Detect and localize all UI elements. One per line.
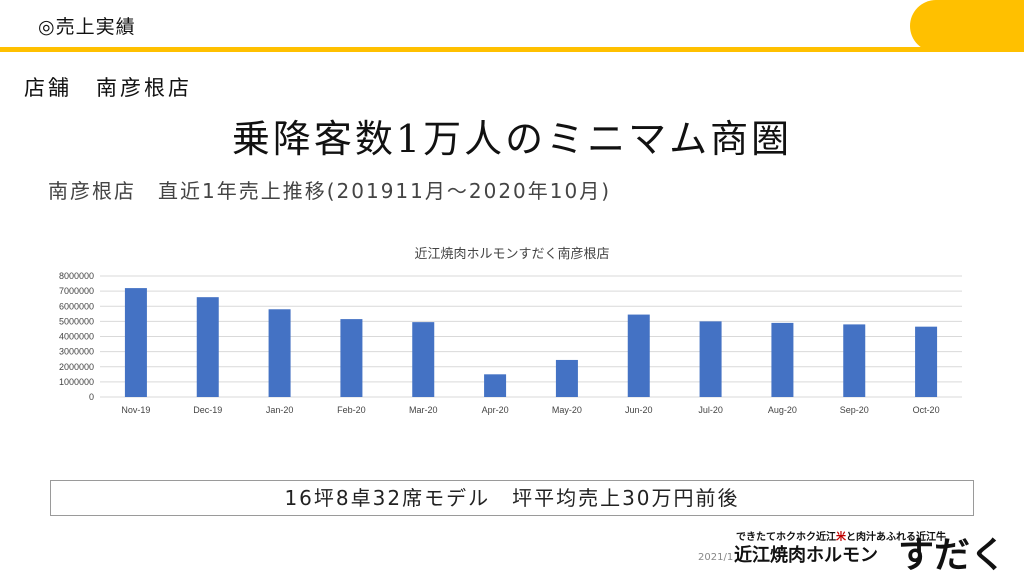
x-tick-label: Oct-20 — [913, 405, 940, 415]
x-tick-label: Dec-19 — [193, 405, 222, 415]
logo-big-text: すだく — [898, 534, 1007, 576]
x-tick-label: Jun-20 — [625, 405, 653, 415]
bar-Dec-19 — [196, 297, 219, 397]
y-tick-label: 3000000 — [59, 347, 94, 357]
bar-Jul-20 — [699, 321, 722, 397]
model-summary-box: 16坪8卓32席モデル 坪平均売上30万円前後 — [50, 480, 974, 516]
bar-Apr-20 — [484, 374, 507, 397]
header-divider — [0, 47, 1024, 52]
bar-Jan-20 — [268, 309, 291, 397]
footer-date: 2021/1 — [698, 552, 734, 563]
y-tick-label: 6000000 — [59, 301, 94, 311]
y-tick-label: 8000000 — [59, 271, 94, 281]
y-tick-label: 2000000 — [59, 362, 94, 372]
x-tick-label: Jul-20 — [698, 405, 723, 415]
y-tick-label: 5000000 — [59, 316, 94, 326]
x-tick-label: Apr-20 — [482, 405, 509, 415]
chart-title: 近江焼肉ホルモンすだく南彦根店 — [414, 246, 609, 261]
x-tick-label: Sep-20 — [840, 405, 869, 415]
y-tick-label: 1000000 — [59, 377, 94, 387]
bar-Sep-20 — [843, 324, 866, 397]
bar-Mar-20 — [412, 322, 435, 397]
bar-May-20 — [555, 359, 578, 397]
x-tick-label: Aug-20 — [768, 405, 797, 415]
sales-bar-chart: 近江焼肉ホルモンすだく南彦根店 0 1000000 2000000 3000000 40… — [59, 246, 962, 415]
bar-Nov-19 — [124, 288, 147, 397]
logo-main-text: 近江焼肉ホルモン — [734, 545, 878, 566]
store-line: 店舗 南彦根店 — [24, 76, 192, 100]
logo-tagline: できたてホクホク近江米と肉汁あふれる近江牛 — [736, 532, 946, 543]
bar-Jun-20 — [627, 314, 650, 397]
y-tick-label: 4000000 — [59, 332, 94, 342]
header-title: ◎売上実績 — [38, 16, 136, 38]
x-tick-label: May-20 — [552, 405, 582, 415]
page-headline: 乗降客数1万人のミニマム商圏 — [231, 117, 793, 161]
chart-subtitle: 南彦根店 直近1年売上推移(201911月～2020年10月) — [48, 179, 612, 203]
y-tick-label: 0 — [89, 392, 94, 402]
brand-logo: できたてホクホク近江米と肉汁あふれる近江牛 近江焼肉ホルモン すだく — [728, 526, 1020, 576]
y-tick-label: 7000000 — [59, 286, 94, 296]
header-accent-tab — [910, 0, 1024, 52]
bar-Oct-20 — [915, 326, 938, 397]
bar-Feb-20 — [340, 319, 363, 397]
x-tick-label: Nov-19 — [121, 405, 150, 415]
x-tick-label: Jan-20 — [266, 405, 294, 415]
x-tick-label: Feb-20 — [337, 405, 366, 415]
bar-Aug-20 — [771, 322, 794, 397]
x-tick-label: Mar-20 — [409, 405, 438, 415]
